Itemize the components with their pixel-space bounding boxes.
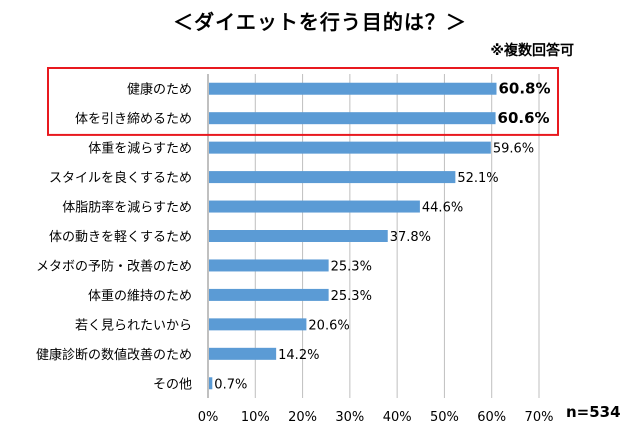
bar [209, 141, 491, 154]
category-label: 体重を減らすため [88, 141, 192, 157]
x-tick-label: 0% [198, 410, 219, 425]
multiple-answers-note: ※複数回答可 [490, 43, 574, 59]
value-label: 20.6% [308, 318, 349, 333]
value-label: 25.3% [331, 259, 372, 274]
sample-size-label: n=534 [566, 403, 621, 421]
category-label: 健康診断の数値改善のため [36, 347, 192, 363]
category-label: 体重の維持のため [88, 288, 192, 304]
bar [209, 200, 420, 213]
value-label: 0.7% [214, 377, 247, 392]
x-tick-label: 50% [430, 410, 459, 425]
bar [209, 288, 329, 301]
x-tick-label: 70% [525, 410, 554, 425]
category-label: 体を引き締めるため [75, 111, 192, 127]
value-label: 25.3% [331, 289, 372, 304]
value-label: 37.8% [390, 230, 431, 245]
category-label: 健康のため [127, 82, 192, 98]
x-tick-label: 40% [383, 410, 412, 425]
value-label: 52.1% [457, 171, 498, 186]
highlight-box [47, 67, 559, 136]
bar [209, 112, 496, 125]
bar [209, 377, 213, 390]
value-label: 44.6% [422, 201, 463, 216]
x-tick-label: 10% [241, 410, 270, 425]
bar [209, 230, 388, 242]
category-label: 体脂肪率を減らすため [62, 200, 192, 216]
category-label: その他 [153, 377, 192, 392]
bar [209, 347, 277, 360]
x-tick-label: 20% [288, 410, 317, 425]
chart-title: ＜ダイエットを行う目的は？＞ [173, 10, 467, 34]
x-tick-label: 30% [335, 410, 364, 425]
category-label: 若く見られたいから [75, 317, 192, 333]
value-label: 60.6% [498, 109, 550, 127]
category-label: メタボの予防・改善のため [36, 258, 192, 274]
bar [209, 82, 497, 95]
value-label: 14.2% [278, 348, 319, 363]
category-label: スタイルを良くするため [49, 170, 192, 186]
bar [209, 259, 329, 272]
category-label: 体の動きを軽くするため [49, 230, 192, 245]
bar [209, 171, 456, 184]
x-tick-label: 60% [477, 410, 506, 425]
value-label: 59.6% [493, 142, 534, 157]
value-label: 60.8% [498, 80, 550, 98]
bar [209, 318, 307, 331]
